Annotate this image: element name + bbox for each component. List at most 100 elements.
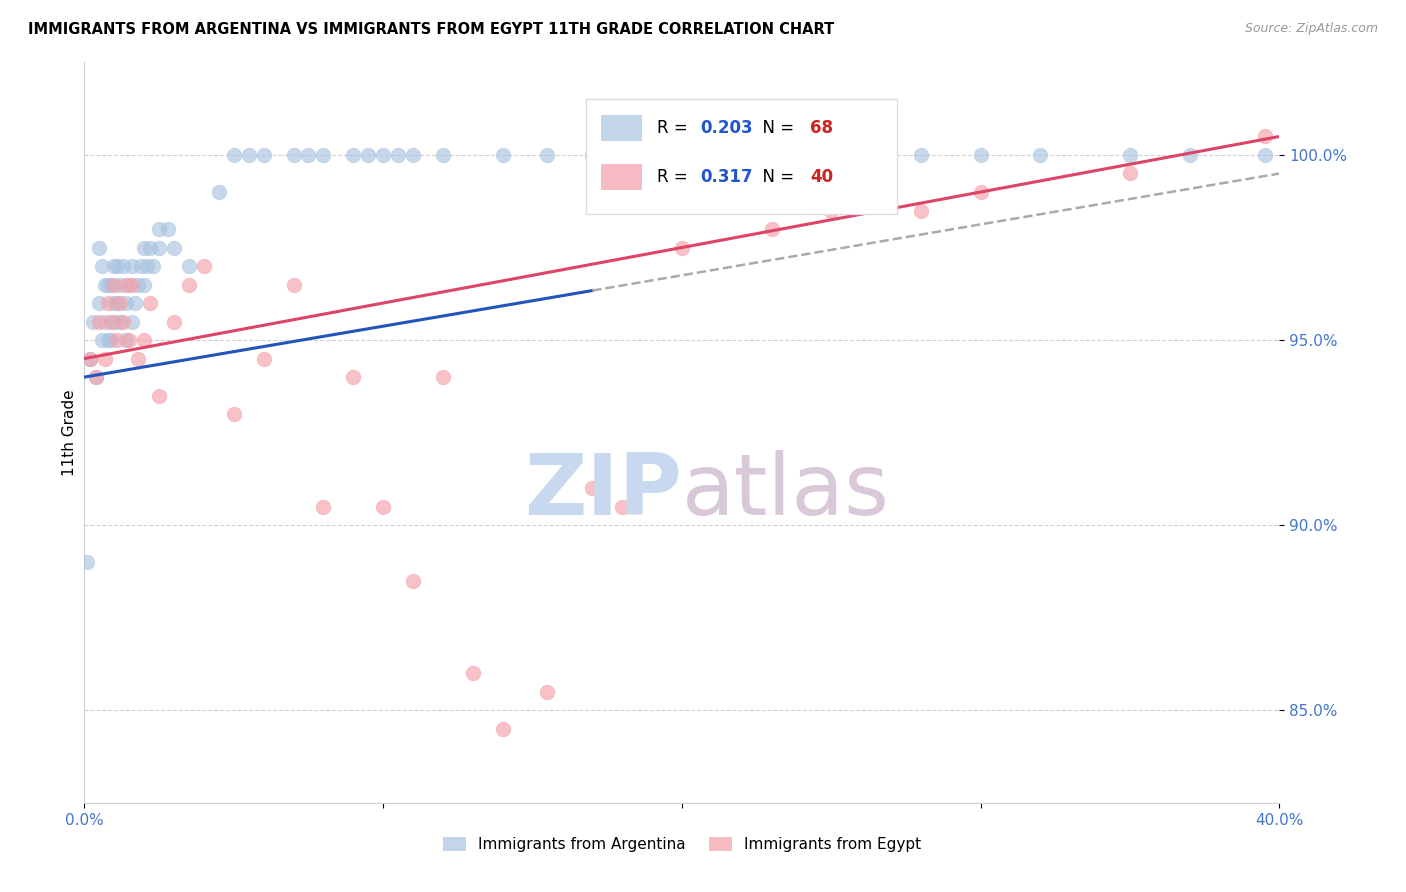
Point: [132, 277, 156, 292]
Point: [432, 370, 454, 384]
Point: [132, 333, 156, 347]
Point: [970, 148, 993, 162]
Point: [94, 314, 117, 328]
Point: [105, 296, 128, 310]
Point: [253, 351, 276, 366]
Point: [100, 314, 122, 328]
Point: [492, 148, 515, 162]
Point: [105, 333, 128, 347]
Point: [127, 351, 149, 366]
Point: [1119, 148, 1142, 162]
Point: [283, 277, 305, 292]
Point: [118, 277, 141, 292]
Point: [1253, 148, 1275, 162]
Point: [342, 370, 364, 384]
Point: [110, 296, 132, 310]
Point: [790, 148, 813, 162]
Point: [121, 259, 143, 273]
Point: [118, 333, 141, 347]
Point: [1029, 148, 1052, 162]
Point: [139, 296, 162, 310]
Point: [761, 222, 783, 236]
Point: [97, 333, 120, 347]
Text: 0.203: 0.203: [700, 119, 752, 136]
Text: atlas: atlas: [682, 450, 890, 533]
Point: [129, 259, 152, 273]
Point: [86, 370, 108, 384]
Point: [91, 259, 114, 273]
Point: [357, 148, 380, 162]
Point: [110, 314, 132, 328]
Text: R =: R =: [657, 119, 693, 136]
Point: [1119, 167, 1142, 181]
Point: [89, 296, 111, 310]
FancyBboxPatch shape: [586, 99, 897, 214]
FancyBboxPatch shape: [600, 115, 643, 141]
Point: [76, 555, 98, 569]
Point: [103, 314, 125, 328]
Text: R =: R =: [657, 169, 693, 186]
Point: [163, 314, 186, 328]
Point: [148, 241, 170, 255]
Point: [461, 666, 484, 681]
Point: [208, 185, 231, 199]
Point: [79, 351, 101, 366]
Point: [136, 259, 159, 273]
Point: [536, 685, 558, 699]
Point: [100, 333, 122, 347]
Point: [970, 185, 993, 199]
Point: [132, 241, 156, 255]
Point: [177, 277, 200, 292]
Point: [671, 148, 693, 162]
Point: [115, 296, 138, 310]
Point: [89, 241, 111, 255]
Point: [112, 259, 135, 273]
Point: [581, 148, 603, 162]
Point: [148, 222, 170, 236]
Point: [910, 203, 932, 218]
Point: [402, 148, 425, 162]
Point: [157, 222, 180, 236]
Point: [89, 314, 111, 328]
Point: [121, 314, 143, 328]
Point: [700, 148, 723, 162]
Point: [612, 148, 634, 162]
Point: [536, 148, 558, 162]
Point: [177, 259, 200, 273]
Point: [432, 148, 454, 162]
Text: 68: 68: [810, 119, 832, 136]
Point: [283, 148, 305, 162]
Point: [115, 333, 138, 347]
Point: [103, 296, 125, 310]
Point: [127, 277, 149, 292]
Point: [222, 407, 245, 421]
Point: [253, 148, 276, 162]
Point: [373, 148, 395, 162]
Y-axis label: 11th Grade: 11th Grade: [62, 389, 77, 476]
Point: [94, 351, 117, 366]
Point: [163, 241, 186, 255]
Point: [148, 388, 170, 402]
Point: [94, 277, 117, 292]
Point: [581, 481, 603, 495]
Text: Source: ZipAtlas.com: Source: ZipAtlas.com: [1244, 22, 1378, 36]
Point: [100, 277, 122, 292]
Point: [103, 259, 125, 273]
Text: IMMIGRANTS FROM ARGENTINA VS IMMIGRANTS FROM EGYPT 11TH GRADE CORRELATION CHART: IMMIGRANTS FROM ARGENTINA VS IMMIGRANTS …: [28, 22, 834, 37]
Point: [671, 241, 693, 255]
Point: [373, 500, 395, 514]
Point: [91, 333, 114, 347]
Point: [139, 241, 162, 255]
Point: [387, 148, 409, 162]
FancyBboxPatch shape: [600, 164, 643, 190]
Text: 40: 40: [810, 169, 832, 186]
Point: [115, 277, 138, 292]
Point: [103, 277, 125, 292]
Point: [1253, 129, 1275, 144]
Point: [342, 148, 364, 162]
Point: [142, 259, 165, 273]
Point: [402, 574, 425, 588]
Point: [110, 277, 132, 292]
Point: [910, 148, 932, 162]
Point: [82, 314, 104, 328]
